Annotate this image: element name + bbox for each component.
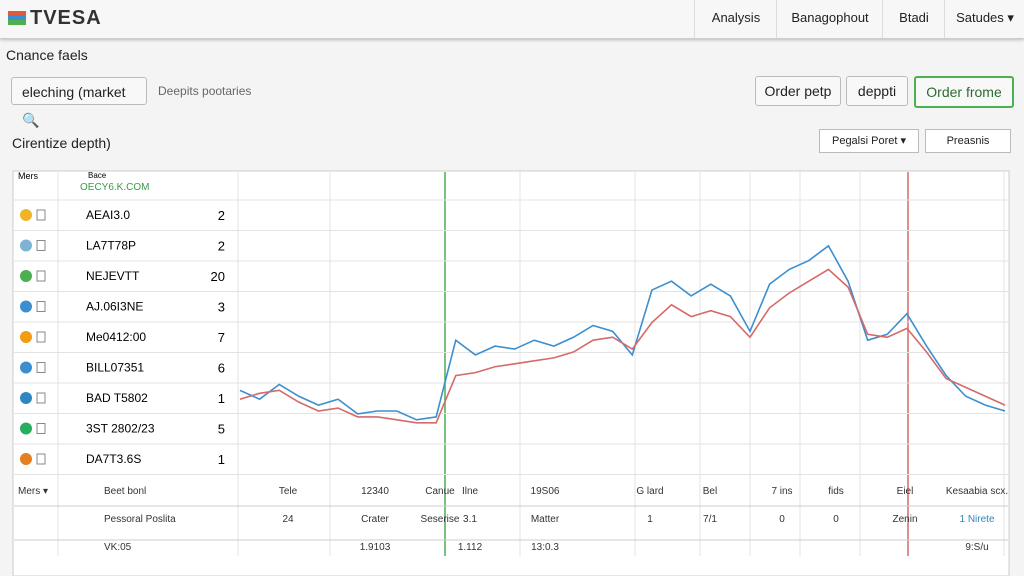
row-icon bbox=[20, 270, 32, 282]
nav-item[interactable]: Banagophout bbox=[776, 0, 883, 38]
cell: 19S06 bbox=[531, 486, 560, 497]
asset-name: DA7T3.6S bbox=[86, 452, 141, 466]
cell: G lard bbox=[636, 486, 663, 497]
cell: Mers ▾ bbox=[18, 486, 48, 497]
asset-count: 5 bbox=[218, 422, 225, 437]
row-icon bbox=[20, 300, 32, 313]
cell: Crater bbox=[361, 514, 389, 525]
asset-count: 2 bbox=[218, 208, 225, 223]
row-icon bbox=[36, 331, 46, 343]
asset-name: AJ.06I3NE bbox=[86, 300, 143, 314]
dropdown[interactable]: Preasnis bbox=[925, 129, 1011, 153]
nav-item[interactable]: Btadi bbox=[882, 0, 945, 38]
cell: 3.1 bbox=[463, 514, 477, 525]
row-icon bbox=[20, 361, 32, 374]
link: OECY6.K.COM bbox=[80, 182, 149, 193]
cell: fids bbox=[828, 486, 844, 497]
cell: Beet bonl bbox=[104, 486, 146, 497]
search-text: eleching (market bbox=[22, 84, 126, 100]
row-icon bbox=[36, 209, 46, 221]
asset-count: 1 bbox=[218, 391, 225, 406]
asset-name: 3ST 2802/23 bbox=[86, 422, 155, 436]
asset-count: 7 bbox=[218, 330, 225, 345]
asset-name: LA7T78P bbox=[86, 239, 136, 253]
row-icon bbox=[20, 239, 32, 252]
cell: 1 bbox=[647, 514, 653, 525]
cell: Zenin bbox=[892, 514, 917, 525]
cell: Matter bbox=[531, 514, 560, 525]
asset-name: BAD T5802 bbox=[86, 391, 148, 405]
row-icon bbox=[20, 209, 32, 221]
logo-text: TVESA bbox=[30, 7, 102, 29]
asset-name: NEJEVTT bbox=[86, 269, 140, 283]
cell: VK:05 bbox=[104, 542, 132, 553]
asset-count: 6 bbox=[218, 361, 225, 376]
cell: 24 bbox=[282, 514, 294, 525]
cell: 1.112 bbox=[458, 542, 483, 553]
cell: Bel bbox=[703, 486, 717, 497]
header: TVESA Analysis Banagophout Btadi Satudes… bbox=[0, 0, 1024, 39]
asset-count: 2 bbox=[218, 239, 225, 254]
row-icon bbox=[36, 301, 46, 312]
search-box[interactable]: eleching (market 🔍 bbox=[11, 77, 147, 128]
row-icon bbox=[20, 331, 32, 343]
row-icon bbox=[36, 240, 46, 251]
button-primary[interactable]: Order frome bbox=[914, 76, 1014, 108]
asset-count: 20 bbox=[211, 269, 225, 284]
button[interactable]: deppti bbox=[846, 76, 908, 106]
button[interactable]: Order petp bbox=[755, 76, 841, 106]
row-icon bbox=[36, 270, 46, 282]
cell: Tele bbox=[279, 486, 298, 497]
row-icon bbox=[20, 422, 32, 435]
row-icon bbox=[36, 423, 46, 434]
cell: 7/1 bbox=[703, 514, 717, 525]
dropdown[interactable]: Pegalsi Poret ▾ bbox=[819, 129, 919, 153]
cell: Ilne bbox=[462, 486, 479, 497]
asset-count: 1 bbox=[218, 452, 225, 467]
asset-name: BILL07351 bbox=[86, 361, 144, 375]
row-icon bbox=[36, 392, 46, 404]
col-header: Mers bbox=[18, 171, 38, 181]
cell: 13:0.3 bbox=[531, 542, 559, 553]
row-icon bbox=[36, 453, 46, 465]
cell: Canue bbox=[425, 486, 455, 497]
row-icon bbox=[20, 453, 32, 465]
depth-line bbox=[239, 268, 1006, 424]
cell: Pessoral Poslita bbox=[104, 514, 176, 525]
cell: 1.9103 bbox=[360, 542, 391, 553]
section-label: Cnance faels bbox=[6, 47, 88, 63]
cell: 7 ins bbox=[771, 486, 792, 497]
cell: Seserise bbox=[421, 514, 460, 525]
panel-title: Cirentize depth) bbox=[12, 135, 111, 151]
logo[interactable]: TVESA bbox=[8, 7, 102, 30]
row-icon bbox=[20, 392, 32, 404]
cell: 12340 bbox=[361, 486, 389, 497]
search-hint: Deepits pootaries bbox=[158, 84, 252, 98]
cell: Eiel bbox=[897, 486, 914, 497]
row-icon bbox=[36, 362, 46, 373]
col-header: Bace bbox=[88, 171, 107, 180]
nav-item[interactable]: Analysis bbox=[694, 0, 777, 38]
asset-count: 3 bbox=[218, 300, 225, 315]
cell: 0 bbox=[833, 514, 839, 525]
asset-name: AEAI3.0 bbox=[86, 208, 130, 222]
cell: 0 bbox=[779, 514, 785, 525]
cell: Kesaabia scx. bbox=[946, 486, 1008, 497]
nav-item[interactable]: Satudes ▾ bbox=[944, 0, 1024, 38]
cell: 1 Nirete bbox=[959, 514, 994, 525]
cell: 9:S/u bbox=[965, 542, 988, 553]
asset-name: Me0412:00 bbox=[86, 330, 146, 344]
panel-frame bbox=[12, 170, 1010, 576]
